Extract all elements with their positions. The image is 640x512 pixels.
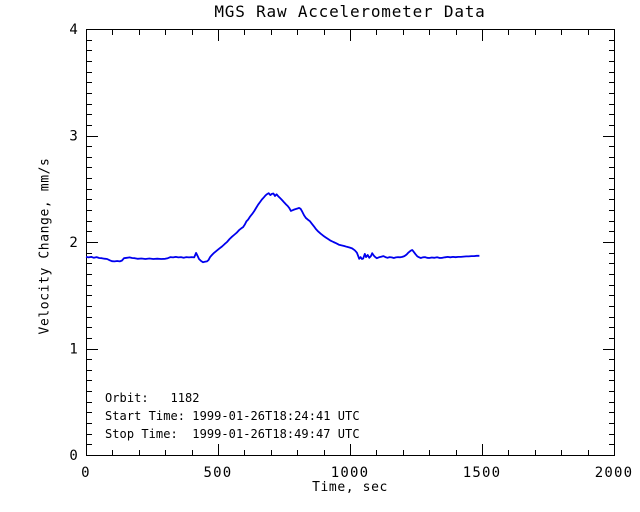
y-tick-label: 4 xyxy=(69,22,79,38)
x-tick-label: 1500 xyxy=(463,465,502,481)
y-tick-label: 2 xyxy=(69,235,79,251)
x-tick-label: 0 xyxy=(81,465,91,481)
x-tick-label: 2000 xyxy=(595,465,634,481)
x-tick-label: 1000 xyxy=(331,465,370,481)
x-tick-label: 500 xyxy=(204,465,233,481)
annotation-orbit: Orbit: 1182 xyxy=(105,391,200,405)
y-tick-label: 1 xyxy=(69,342,79,358)
annotation-start-time: Start Time: 1999-01-26T18:24:41 UTC xyxy=(105,409,360,423)
chart-title: MGS Raw Accelerometer Data xyxy=(214,2,486,21)
y-tick-label: 0 xyxy=(69,448,79,464)
y-axis-label: Velocity Change, mm/s xyxy=(37,157,53,335)
y-tick-label: 3 xyxy=(69,129,79,145)
plot-frame xyxy=(86,29,615,456)
axis-ticks xyxy=(86,29,615,456)
x-axis-label: Time, sec xyxy=(312,480,388,495)
data-line xyxy=(85,192,480,264)
annotation-stop-time: Stop Time: 1999-01-26T18:49:47 UTC xyxy=(105,427,360,441)
